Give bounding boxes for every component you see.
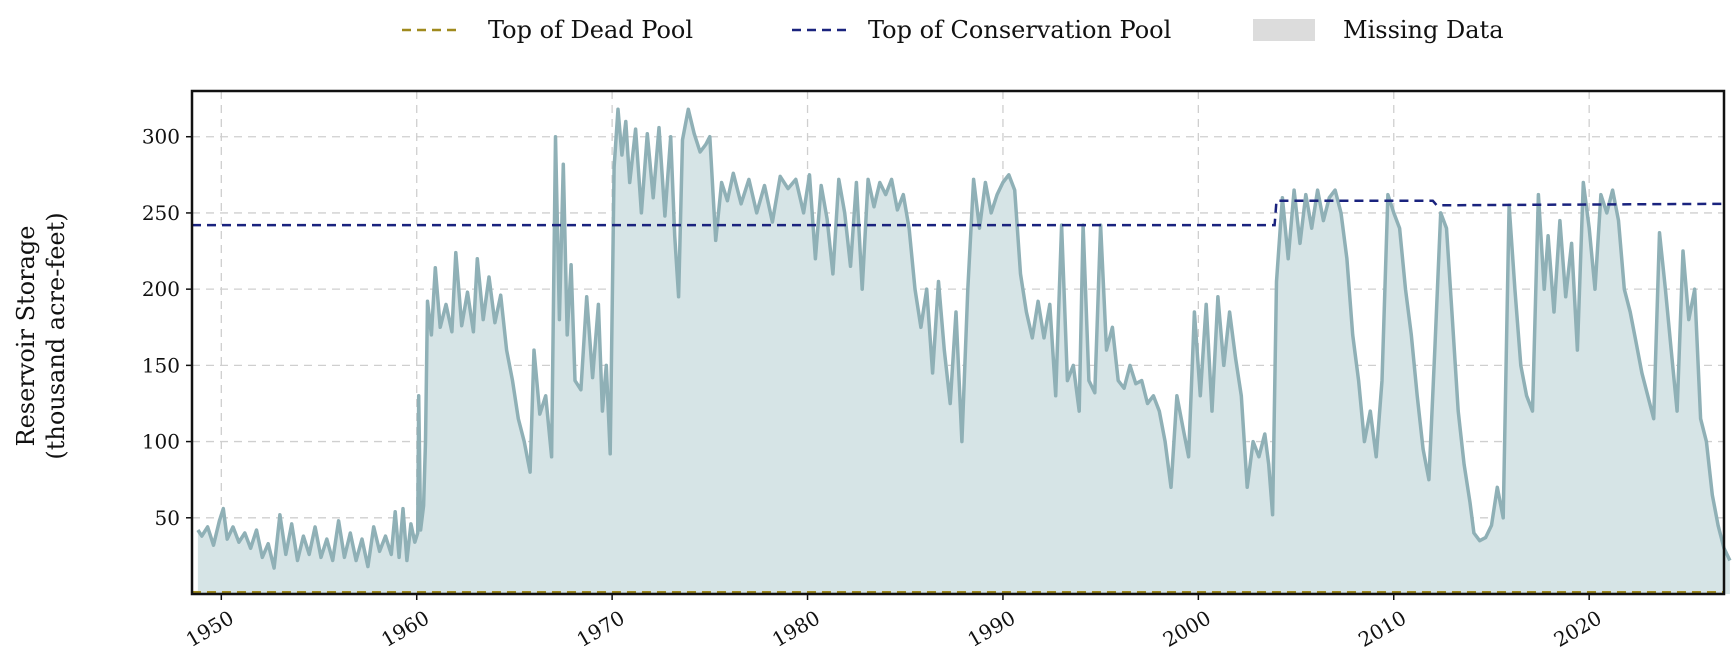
conservation-pool-line xyxy=(192,199,1725,227)
pool-lines xyxy=(192,199,1725,594)
plot-frame xyxy=(190,89,1726,596)
legend-label-dead-pool: Top of Dead Pool xyxy=(488,16,693,44)
storage-series xyxy=(196,107,1732,595)
x-tick-label-1950: 1950 xyxy=(182,606,238,652)
legend-swatch-missing-data xyxy=(1253,19,1315,41)
x-tick-label-1960: 1960 xyxy=(377,606,433,652)
y-axis-label: Reservoir Storage (thousand acre-feet) xyxy=(12,212,70,459)
legend-label-conservation-pool: Top of Conservation Pool xyxy=(868,16,1171,44)
storage-line xyxy=(196,107,1732,570)
y-tick-label-200: 200 xyxy=(142,277,180,301)
y-axis-label-line-2: (thousand acre-feet) xyxy=(42,212,70,459)
x-tick-label-2000: 2000 xyxy=(1159,606,1215,652)
x-axis-ticks: 1950 1960 1970 1980 1990 2000 2010 2020 xyxy=(182,594,1606,652)
y-tick-label-100: 100 xyxy=(142,430,180,454)
x-tick-label-1980: 1980 xyxy=(768,606,824,652)
y-axis-label-line-1: Reservoir Storage xyxy=(12,226,40,447)
legend-label-missing-data: Missing Data xyxy=(1343,16,1504,44)
y-tick-label-300: 300 xyxy=(142,125,180,149)
y-tick-label-150: 150 xyxy=(142,353,180,377)
y-tick-label-50: 50 xyxy=(155,506,180,530)
y-tick-label-250: 250 xyxy=(142,201,180,225)
x-tick-label-2020: 2020 xyxy=(1550,606,1606,652)
storage-area xyxy=(197,109,1730,595)
x-tick-label-1970: 1970 xyxy=(573,606,629,652)
legend: Top of Dead Pool Top of Conservation Poo… xyxy=(402,16,1504,44)
y-axis-ticks: 50 100 150 200 250 300 xyxy=(142,125,192,530)
x-tick-label-1990: 1990 xyxy=(963,606,1019,652)
x-tick-label-2010: 2010 xyxy=(1354,606,1410,652)
